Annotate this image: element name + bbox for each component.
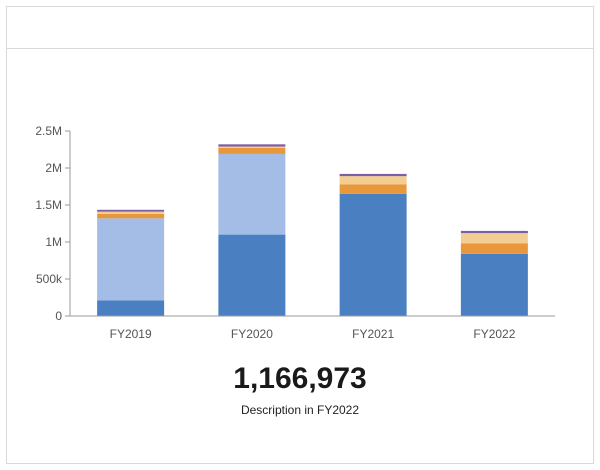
bar-segment-5[interactable] xyxy=(339,173,407,177)
y-axis: 0 500k 1M 1.5M 2M 2.5M xyxy=(35,124,71,323)
x-axis: FY2019 FY2020 FY2021 FY2022 xyxy=(70,315,555,341)
bar-segment-1[interactable] xyxy=(97,300,165,316)
y-tick-label: 500k xyxy=(36,272,63,286)
bar-segment-5[interactable] xyxy=(218,144,286,147)
bar-segment-3[interactable] xyxy=(97,213,165,219)
bar-stack-fy2021[interactable] xyxy=(339,173,407,316)
x-tick-label: FY2021 xyxy=(352,327,394,341)
bar-segment-1[interactable] xyxy=(460,253,528,316)
bar-stack-fy2019[interactable] xyxy=(97,209,165,316)
bar-segment-4[interactable] xyxy=(218,146,286,149)
bar-segment-2[interactable] xyxy=(218,153,286,235)
y-tick-label: 1.5M xyxy=(35,198,62,212)
bar-stacks xyxy=(97,144,528,316)
bar-segment-5[interactable] xyxy=(97,209,165,212)
bar-stack-fy2022[interactable] xyxy=(460,230,528,316)
bar-segment-2[interactable] xyxy=(97,218,165,301)
bar-segment-3[interactable] xyxy=(339,184,407,194)
x-tick-label: FY2019 xyxy=(110,327,152,341)
bar-segment-3[interactable] xyxy=(218,148,286,154)
x-tick-label: FY2022 xyxy=(473,327,515,341)
bar-segment-1[interactable] xyxy=(339,193,407,316)
bar-stack-fy2020[interactable] xyxy=(218,144,286,316)
bar-segment-5[interactable] xyxy=(460,230,528,234)
x-tick-label: FY2020 xyxy=(231,327,273,341)
kpi-description: Description in FY2022 xyxy=(240,403,360,417)
bar-segment-3[interactable] xyxy=(460,243,528,254)
y-tick-label: 2.5M xyxy=(35,124,62,138)
bar-segment-4[interactable] xyxy=(339,176,407,185)
y-tick-label: 1M xyxy=(45,235,62,249)
bar-segment-4[interactable] xyxy=(460,233,528,244)
y-tick-label: 0 xyxy=(55,309,62,323)
card-header xyxy=(7,7,593,49)
y-tick-label: 2M xyxy=(45,161,62,175)
kpi-value: 1,166,973 xyxy=(233,362,367,395)
bar-segment-4[interactable] xyxy=(97,211,165,214)
bar-segment-1[interactable] xyxy=(218,234,286,316)
